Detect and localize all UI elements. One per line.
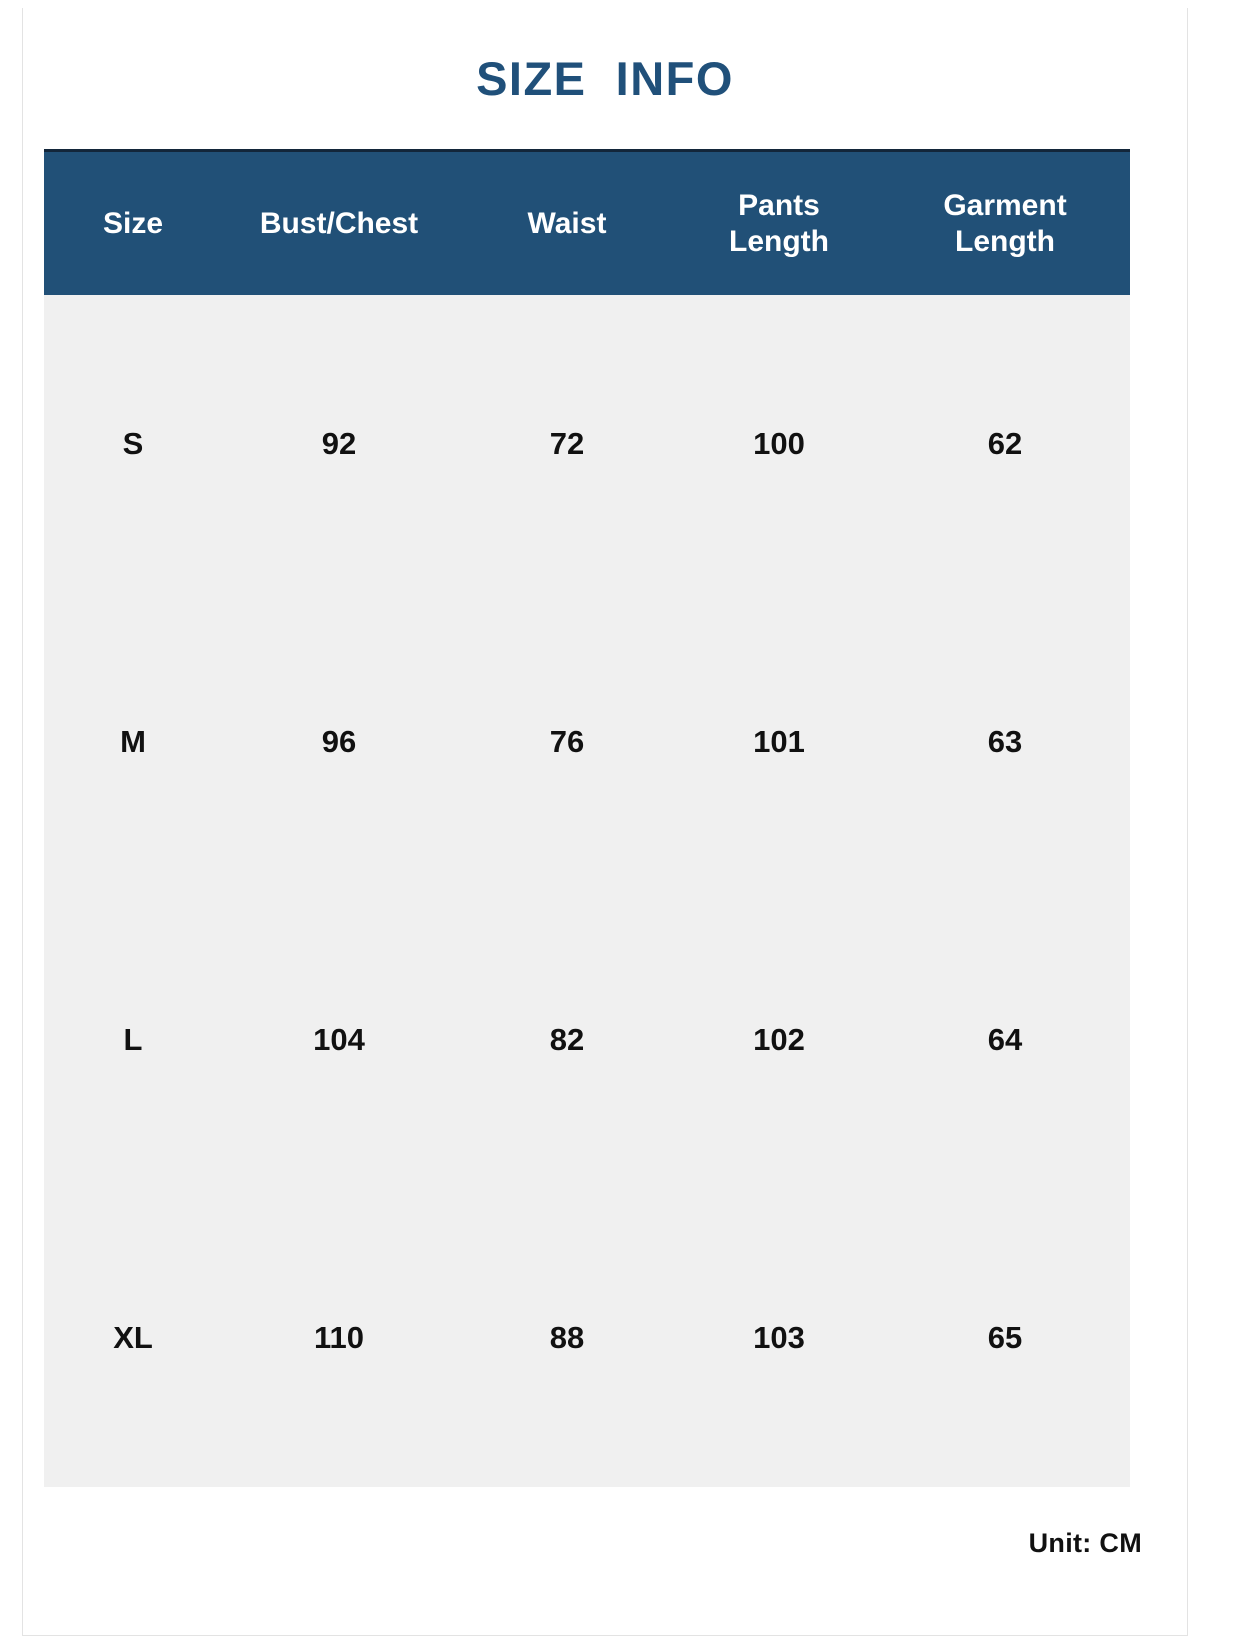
cell-garment-length: 65 [987,1320,1023,1355]
table-top-rule [44,149,1130,152]
cell-waist: 76 [549,724,585,759]
table-row: L 104 82 102 64 [44,891,1130,1189]
size-chart-sheet: SIZE INFO Size Bust/Chest Waist Pants Len… [22,8,1188,1636]
table-row: S 92 72 100 62 [44,295,1130,593]
cell-bust-chest: 110 [313,1320,364,1355]
table-row: M 96 76 101 63 [44,593,1130,891]
cell-size: M [120,724,146,759]
column-header-size: Size [102,206,164,240]
cell-garment-length: 64 [987,1022,1023,1057]
cell-size: XL [113,1320,153,1355]
cell-bust-chest: 92 [321,426,357,461]
size-info-table: Size Bust/Chest Waist Pants Length Garmen… [44,149,1130,1487]
cell-waist: 82 [549,1022,585,1057]
cell-garment-length: 62 [987,426,1023,461]
table-row: XL 110 88 103 65 [44,1189,1130,1487]
cell-pants-length: 100 [753,426,805,461]
column-header-waist: Waist [527,206,607,240]
table-body: S 92 72 100 62 M 96 76 101 63 L 104 82 [44,295,1130,1487]
page-title: SIZE INFO [476,51,734,105]
table-header-row: Size Bust/Chest Waist Pants Length Garmen… [44,152,1130,295]
cell-pants-length: 102 [753,1022,805,1057]
cell-waist: 88 [549,1320,585,1355]
cell-garment-length: 63 [987,724,1023,759]
column-header-garment-length: Garment Length [943,189,1067,258]
unit-label: Unit: CM [1028,1527,1142,1558]
title-bar: SIZE INFO [23,8,1187,148]
cell-pants-length: 101 [753,724,805,759]
cell-bust-chest: 104 [313,1022,365,1057]
cell-pants-length: 103 [753,1320,805,1355]
column-header-bust-chest: Bust/Chest [259,206,419,240]
footer-bar: Unit: CM [44,1501,1164,1585]
cell-size: S [122,426,144,461]
column-header-pants-length: Pants Length [729,189,829,258]
cell-bust-chest: 96 [321,724,357,759]
cell-size: L [123,1022,143,1057]
cell-waist: 72 [549,426,585,461]
